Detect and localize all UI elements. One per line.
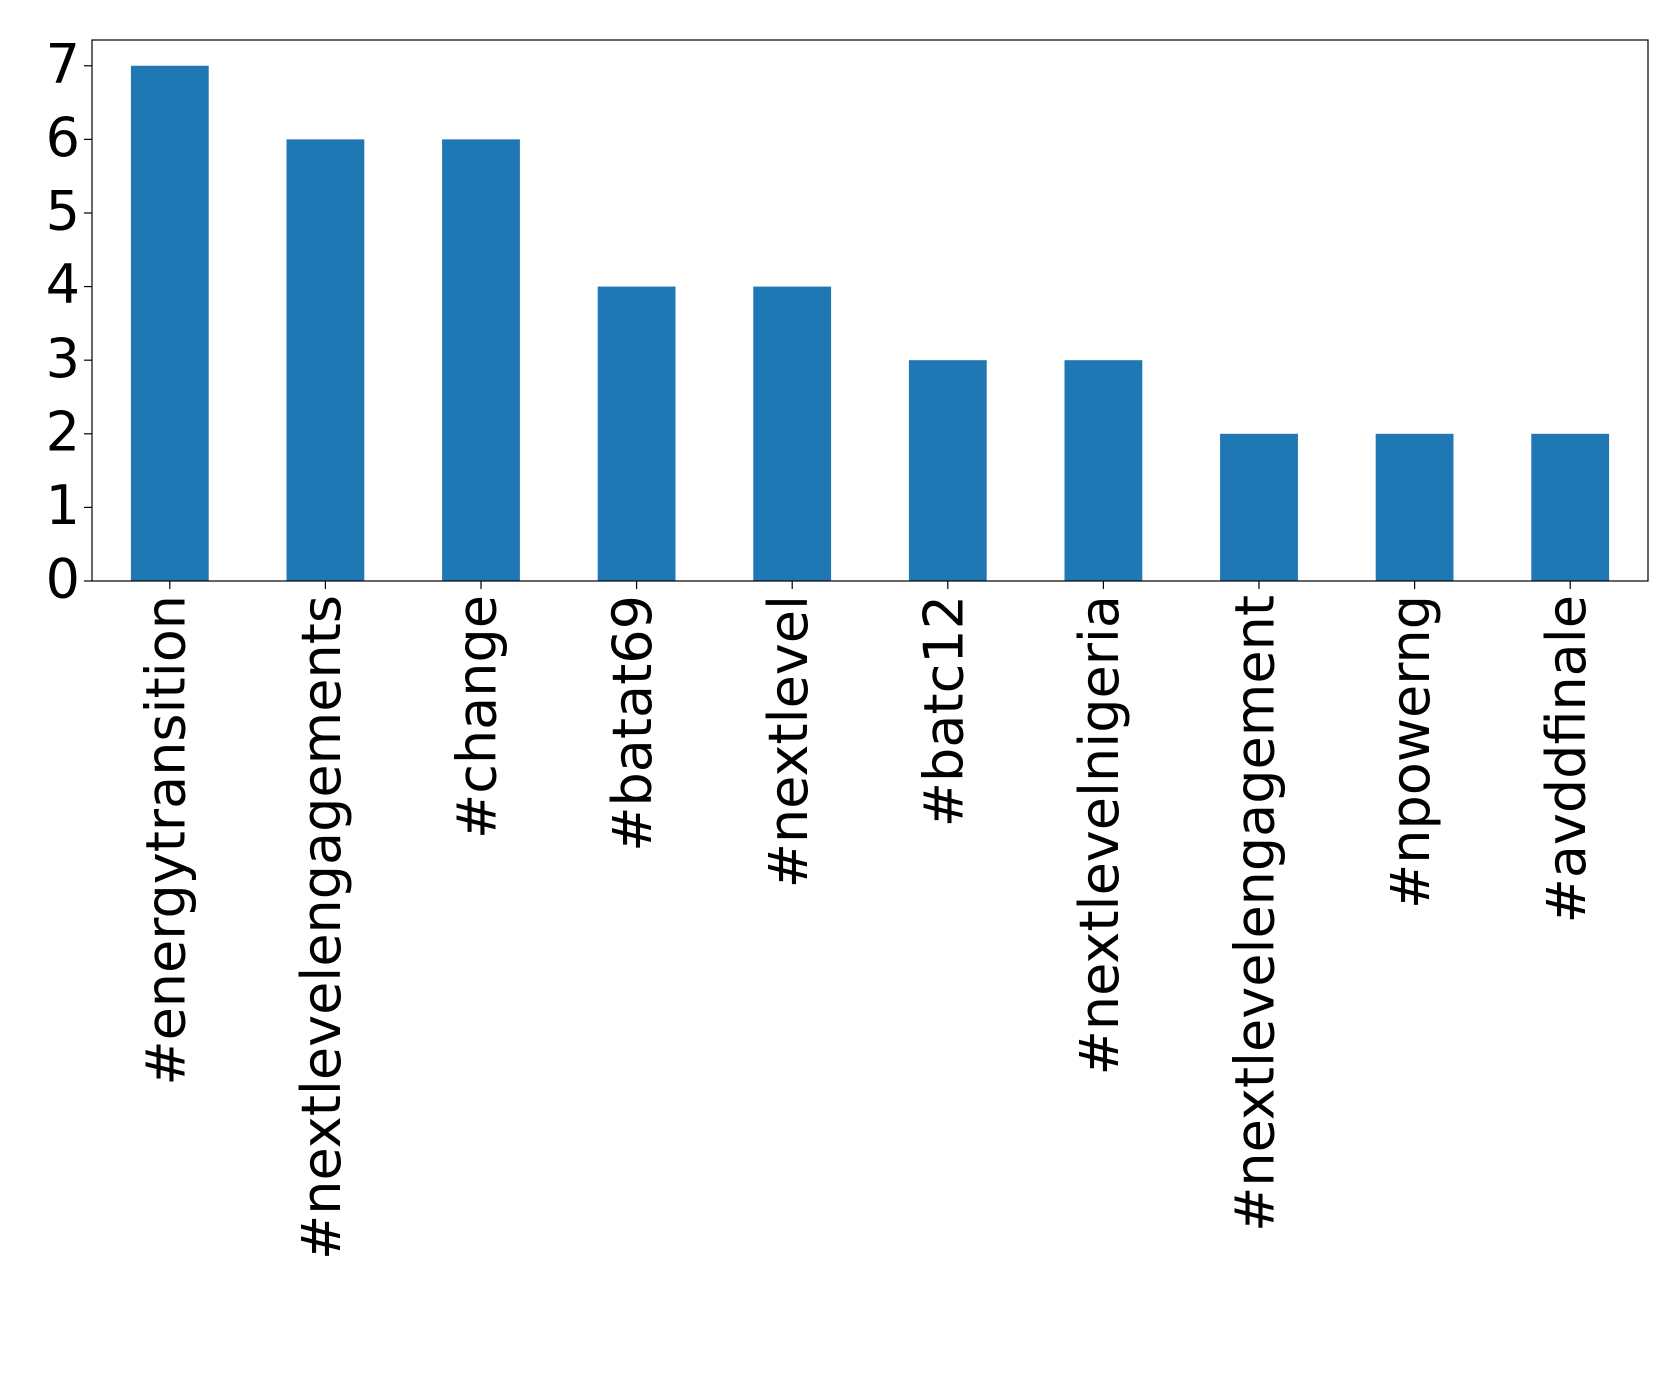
y-tick-label: 3: [46, 327, 80, 390]
plot-frame: [91, 39, 1649, 582]
y-tick-label: 2: [46, 400, 80, 463]
x-tick-label: #batat69: [601, 595, 664, 852]
x-tick-label: #energytransition: [134, 595, 197, 1086]
bar: [1531, 433, 1610, 581]
y-tick-label: 0: [46, 548, 80, 611]
bar: [753, 286, 832, 581]
bar: [1220, 433, 1298, 581]
y-tick-label: 5: [46, 180, 80, 243]
bar: [286, 139, 365, 581]
x-tick-label: #nextlevelengagement: [1224, 595, 1287, 1232]
x-tick-label: #nextlevel: [757, 595, 820, 888]
bar: [597, 286, 676, 581]
bar: [442, 139, 520, 581]
x-tick-label: #nextlevelnigeria: [1068, 595, 1131, 1075]
y-tick-label: 4: [46, 253, 80, 316]
x-tick-label: #npowerng: [1379, 595, 1442, 909]
y-tick-label: 6: [46, 106, 80, 169]
x-tick-label: #avddfinale: [1535, 595, 1598, 923]
y-tick-label: 1: [46, 474, 80, 537]
x-tick-label: #nextlevelengagements: [290, 595, 353, 1260]
x-tick-label: #change: [446, 595, 509, 839]
x-tick-label: #batc12: [912, 595, 975, 827]
bar: [908, 360, 987, 581]
bar: [1064, 360, 1143, 581]
bar: [1375, 433, 1454, 581]
bar: [130, 65, 209, 581]
y-tick-label: 7: [46, 32, 80, 95]
